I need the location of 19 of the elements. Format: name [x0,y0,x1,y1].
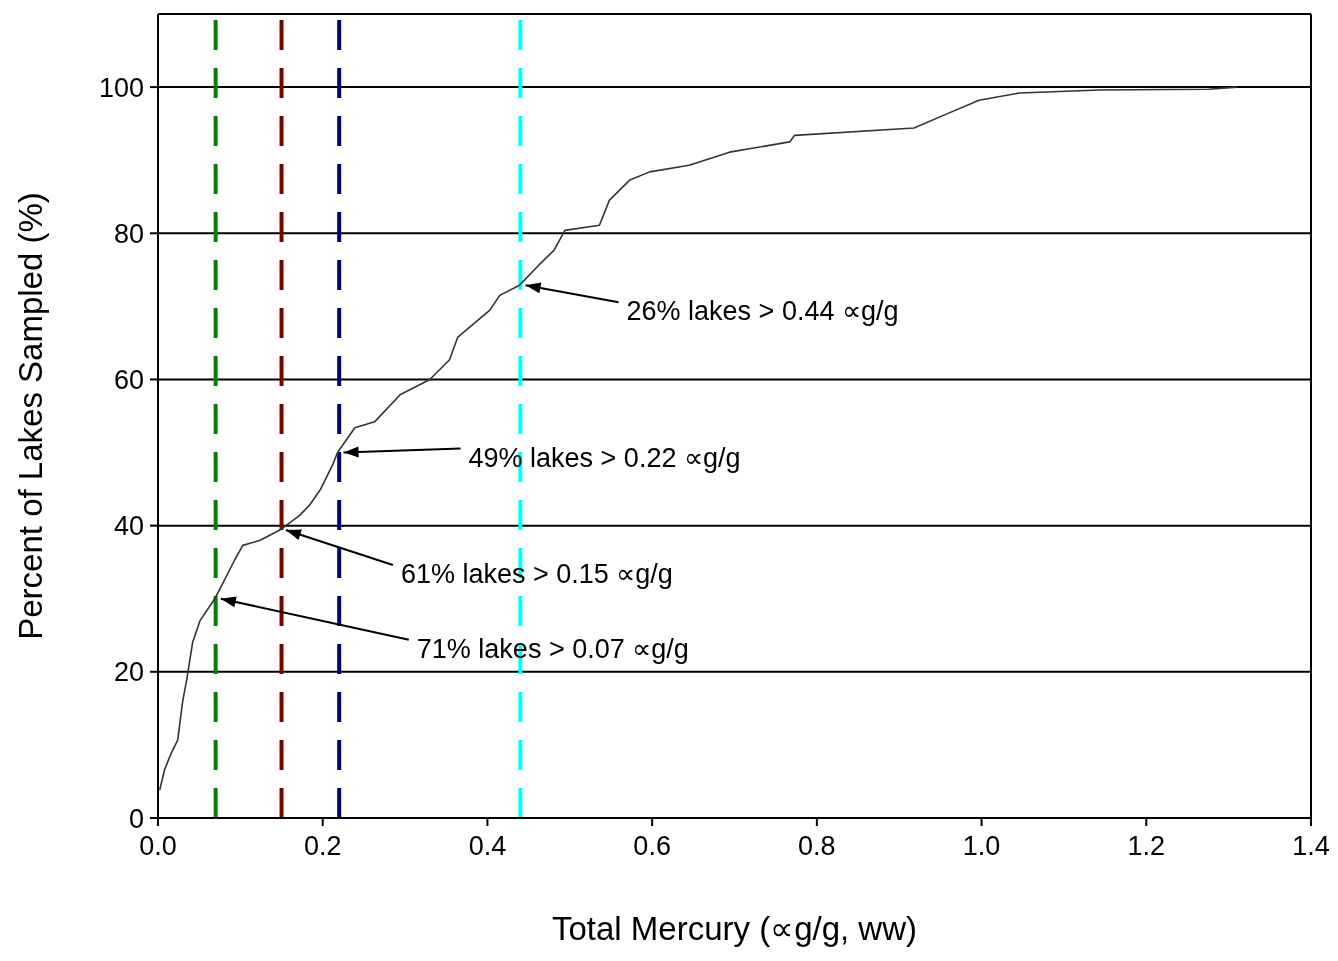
x-tick-label: 0.4 [468,831,507,862]
x-tick-label: 1.0 [962,831,1001,862]
y-tick-label: 20 [113,657,144,688]
y-tick-label: 100 [98,72,144,103]
y-tick-label: 80 [113,218,144,249]
annotation: 61% lakes > 0.15 ∝g/g [400,559,673,590]
x-tick-label: 0.8 [798,831,836,862]
x-tick-label: 0.2 [303,831,342,862]
y-tick-label: 40 [113,511,144,542]
x-tick-label: 1.4 [1292,831,1330,862]
y-axis-title: Percent of Lakes Sampled (%) [11,192,49,640]
y-tick-label: 0 [128,803,144,834]
y-tick-label: 60 [113,365,144,396]
x-tick-label: 1.2 [1127,831,1166,862]
x-tick-label: 0.0 [139,831,177,862]
x-axis-title: Total Mercury (∝g/g, ww) [551,910,918,947]
line-series [158,86,1238,792]
annotation: 26% lakes > 0.44 ∝g/g [626,296,899,327]
x-tick-label: 0.6 [633,831,671,862]
